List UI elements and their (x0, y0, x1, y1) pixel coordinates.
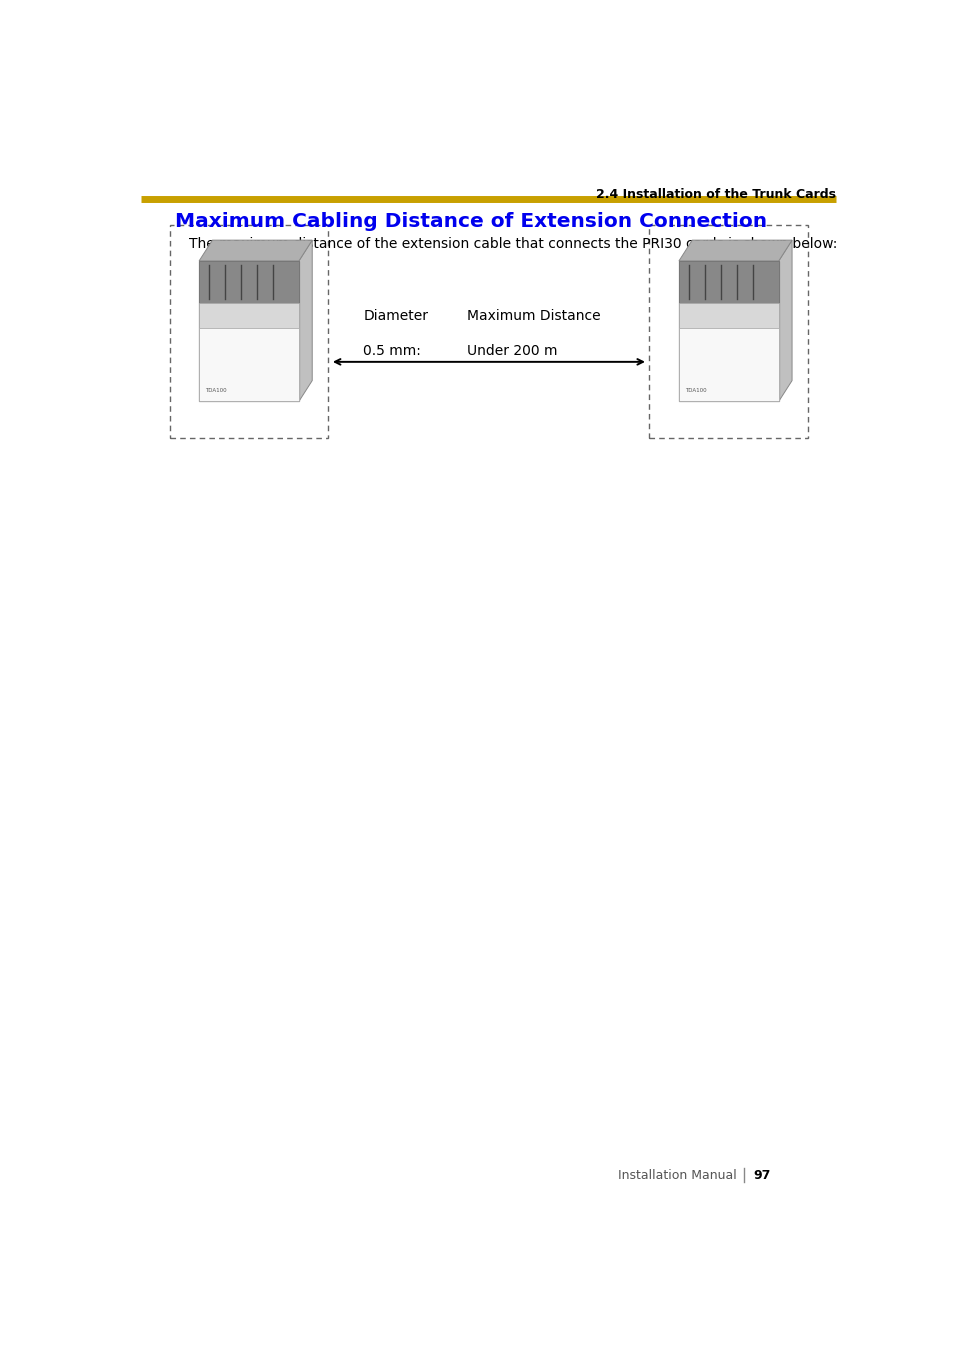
Polygon shape (679, 328, 778, 401)
Polygon shape (199, 261, 298, 303)
Polygon shape (679, 303, 778, 328)
Polygon shape (679, 261, 778, 401)
Bar (170, 224, 328, 438)
Polygon shape (679, 240, 791, 261)
Polygon shape (778, 240, 791, 401)
Text: Installation Manual: Installation Manual (618, 1169, 736, 1182)
Text: TDA100: TDA100 (684, 388, 706, 393)
Text: Under 200 m: Under 200 m (466, 345, 557, 358)
Text: Diameter: Diameter (363, 309, 428, 323)
Text: 2.4 Installation of the Trunk Cards: 2.4 Installation of the Trunk Cards (596, 188, 836, 201)
Bar (649, 224, 807, 438)
Polygon shape (199, 261, 298, 401)
Text: 0.5 mm:: 0.5 mm: (363, 345, 420, 358)
Text: Maximum Distance: Maximum Distance (466, 309, 599, 323)
Polygon shape (199, 240, 312, 261)
Polygon shape (679, 261, 778, 303)
Polygon shape (298, 240, 312, 401)
Polygon shape (199, 303, 298, 328)
Polygon shape (199, 328, 298, 401)
Text: The maximum distance of the extension cable that connects the PRI30 cards is sho: The maximum distance of the extension ca… (190, 236, 837, 251)
Text: Maximum Cabling Distance of Extension Connection: Maximum Cabling Distance of Extension Co… (174, 212, 766, 231)
Text: 97: 97 (753, 1169, 770, 1182)
Text: TDA100: TDA100 (205, 388, 227, 393)
